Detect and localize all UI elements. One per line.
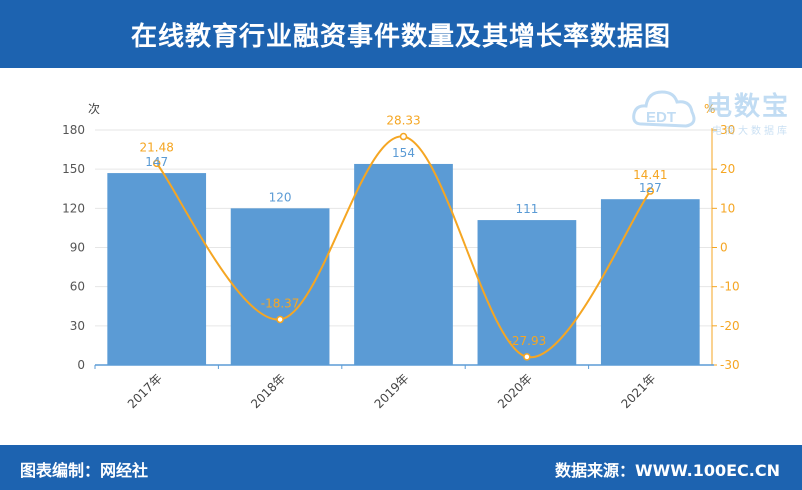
y-tick-label: 0: [77, 358, 85, 372]
chart-title-banner: 在线教育行业融资事件数量及其增长率数据图: [0, 0, 802, 68]
bar: [600, 199, 700, 365]
bar: [354, 163, 453, 365]
bar: [230, 208, 330, 365]
y-tick-label: 30: [70, 319, 85, 333]
y-tick-label: 60: [70, 280, 85, 294]
bar: [107, 173, 207, 365]
line-value-label: -27.93: [508, 334, 547, 348]
x-tick-label: 2017年: [125, 371, 165, 411]
bar-value-label: 111: [515, 202, 538, 216]
watermark-text: 电数宝: [706, 92, 791, 122]
line-point: [399, 132, 408, 141]
data-labels: 147 120 154 111 127 21.48 -18.37 28.33 -27.93 14.…: [140, 114, 668, 348]
bar-series: [107, 163, 700, 365]
y-tick-label: 120: [62, 201, 85, 215]
combo-chart: 0 30 60 90 120 150 180 -30 -20 -10 0 10 20 30 次 % 2017年 2…: [62, 102, 740, 411]
bar-value-label: 127: [639, 181, 662, 195]
watermark-badge: EDT: [646, 109, 676, 126]
x-tick-label: 2021年: [618, 371, 658, 411]
line-point: [523, 353, 531, 361]
bar-value-label: 120: [269, 190, 292, 204]
watermark-logo: EDT 电数宝 电商大数据库: [632, 80, 797, 140]
x-tick-label: 2020年: [495, 371, 535, 411]
y2-tick-label: 10: [720, 201, 735, 215]
line-value-label: 28.33: [386, 114, 420, 128]
y-axis-label: 次: [88, 102, 100, 116]
x-tick-label: 2018年: [248, 371, 288, 411]
y2-tick-label: 0: [720, 241, 728, 255]
y2-axis-label: %: [704, 102, 715, 116]
page-title: 在线教育行业融资事件数量及其增长率数据图: [130, 21, 671, 52]
watermark-subtext: 电商大数据库: [712, 126, 790, 137]
footer-credit: 图表编制：网经社: [20, 461, 149, 480]
y-tick-label: 150: [62, 162, 85, 176]
y2-tick-label: 20: [720, 162, 735, 176]
line-point: [152, 159, 161, 168]
line-value-label: -18.37: [261, 296, 300, 310]
bar-value-label: 154: [392, 146, 415, 160]
y-tick-label: 90: [70, 241, 85, 255]
x-tick-label: 2019年: [372, 371, 412, 411]
line-point: [276, 315, 284, 324]
line-point: [646, 187, 655, 195]
y2-tick-label: -10: [720, 280, 740, 294]
y2-tick-label: 30: [720, 123, 735, 137]
line-value-label: 21.48: [140, 140, 174, 154]
line-series: [152, 132, 655, 361]
cloud-icon: EDT: [632, 90, 696, 128]
footer-source: 数据来源：WWW.100EC.CN: [554, 461, 780, 480]
y-tick-label: 180: [62, 123, 85, 137]
y2-tick-label: -30: [720, 358, 740, 372]
line-value-label: 14.41: [633, 168, 667, 182]
y2-tick-label: -20: [720, 319, 740, 333]
footer: 图表编制：网经社 数据来源：WWW.100EC.CN: [0, 445, 802, 490]
bar-value-label: 147: [145, 155, 168, 169]
